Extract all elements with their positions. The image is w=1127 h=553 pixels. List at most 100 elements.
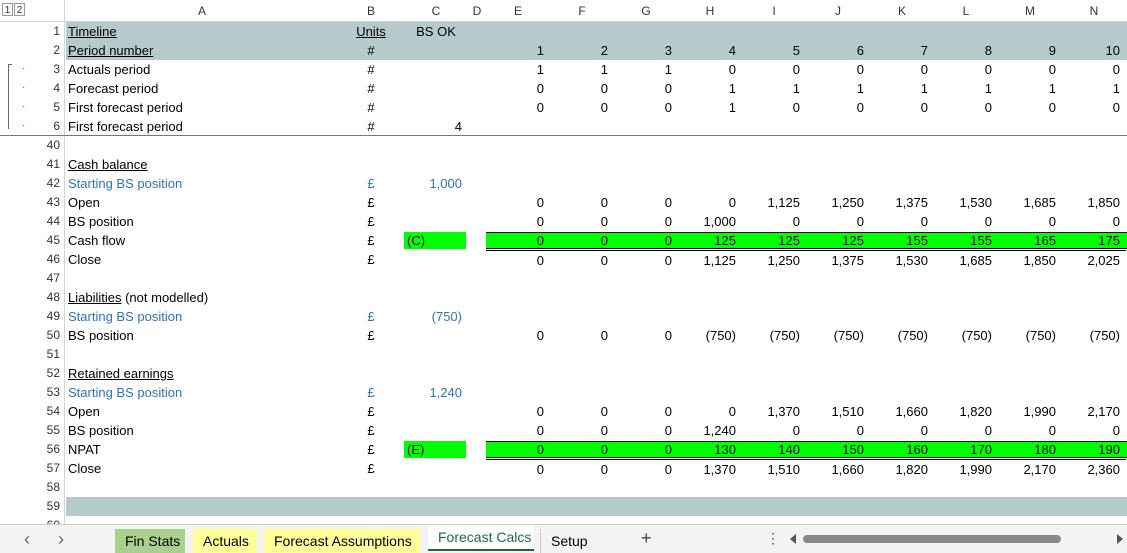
value-cell-g[interactable]: 0 — [664, 404, 672, 419]
value-cell-m[interactable]: 0 — [1048, 214, 1056, 229]
value-cell-n[interactable]: 1 — [1112, 81, 1120, 96]
value-cell-h[interactable]: 1,370 — [678, 459, 742, 478]
value-cell-e[interactable]: 0 — [536, 100, 544, 115]
row-header-53[interactable]: 53 — [46, 385, 60, 399]
outline-level-2-button[interactable]: 2 — [14, 3, 25, 16]
value-cell-m[interactable]: 165 — [1034, 233, 1056, 248]
value-cell-f[interactable]: 0 — [550, 250, 614, 269]
value-cell-g[interactable]: 0 — [664, 81, 672, 96]
value-cell-i[interactable]: 1,370 — [767, 404, 800, 419]
value-cell-m[interactable]: 1,990 — [1023, 404, 1056, 419]
column-header-h[interactable]: H — [705, 4, 715, 18]
sheet-tab-fin-stats[interactable]: Fin Stats — [115, 529, 185, 553]
row-label[interactable]: NPAT — [68, 440, 340, 459]
value-cell-m[interactable]: 1 — [1048, 81, 1056, 96]
value-cell-f[interactable]: 0 — [600, 423, 608, 438]
value-cell-k[interactable]: (750) — [897, 328, 928, 343]
value-cell-f[interactable]: 0 — [550, 459, 614, 478]
value-cell-m[interactable]: 0 — [1048, 423, 1056, 438]
value-cell-f[interactable]: 2 — [600, 43, 608, 58]
value-cell-i[interactable]: 0 — [792, 423, 800, 438]
col-c-cell[interactable]: (E) — [407, 442, 425, 457]
value-cell-e[interactable]: 0 — [536, 442, 544, 457]
value-cell-j[interactable]: 0 — [856, 100, 864, 115]
value-cell-k[interactable]: 0 — [920, 62, 928, 77]
row-header-52[interactable]: 52 — [46, 366, 60, 380]
value-cell-g[interactable]: 0 — [664, 214, 672, 229]
value-cell-k[interactable]: 1,530 — [870, 250, 934, 269]
value-cell-g[interactable]: 0 — [664, 328, 672, 343]
value-cell-i[interactable]: 1,250 — [742, 250, 806, 269]
value-cell-i[interactable]: 125 — [778, 233, 800, 248]
value-cell-m[interactable]: 9 — [1048, 43, 1056, 58]
units-cell[interactable]: £ — [367, 214, 375, 229]
row-header-48[interactable]: 48 — [46, 290, 60, 304]
col-c-cell[interactable]: 1,240 — [429, 385, 462, 400]
row-header-59[interactable]: 59 — [46, 499, 60, 513]
value-cell-i[interactable]: 0 — [792, 214, 800, 229]
value-cell-i[interactable]: 0 — [792, 100, 800, 115]
row-label[interactable]: Open — [68, 402, 340, 421]
value-cell-l[interactable]: 0 — [984, 100, 992, 115]
value-cell-i[interactable]: 0 — [792, 62, 800, 77]
value-cell-e[interactable]: 1 — [536, 62, 544, 77]
spreadsheet-grid[interactable]: 1 2 A B C D E F G H I J K L M N 1 Timeline Units BS OK 2 Peri… — [0, 0, 1127, 524]
value-cell-h[interactable]: 1,000 — [703, 214, 736, 229]
row-header-60[interactable]: 60 — [0, 516, 64, 524]
value-cell-m[interactable]: 0 — [1048, 100, 1056, 115]
units-cell[interactable]: £ — [367, 309, 375, 324]
row-header-41[interactable]: 41 — [46, 157, 60, 171]
value-cell-e[interactable]: 0 — [536, 404, 544, 419]
column-header-g[interactable]: G — [641, 4, 651, 18]
scroll-left-arrow-icon[interactable] — [790, 534, 796, 544]
value-cell-h[interactable]: 130 — [714, 442, 736, 457]
more-options-icon[interactable]: ⋮ — [766, 530, 780, 546]
value-cell-n[interactable]: 0 — [1112, 423, 1120, 438]
row-label[interactable]: Close — [68, 250, 340, 269]
row-header-54[interactable]: 54 — [46, 404, 60, 418]
column-header-e[interactable]: E — [513, 4, 522, 18]
value-cell-i[interactable]: 1 — [792, 81, 800, 96]
units-cell[interactable]: £ — [367, 423, 375, 438]
value-cell-k[interactable]: 7 — [920, 43, 928, 58]
row-label[interactable]: Retained earnings — [68, 364, 340, 383]
value-cell-f[interactable]: 1 — [600, 62, 608, 77]
row-label[interactable]: BS position — [68, 212, 340, 231]
value-cell-n[interactable]: (750) — [1089, 328, 1120, 343]
column-header-l[interactable]: L — [962, 4, 970, 18]
col-c-cell[interactable]: 1,000 — [429, 176, 462, 191]
value-cell-n[interactable]: 0 — [1112, 214, 1120, 229]
value-cell-h[interactable]: 0 — [728, 62, 736, 77]
value-cell-g[interactable]: 0 — [664, 233, 672, 248]
value-cell-i[interactable]: 1,125 — [767, 195, 800, 210]
value-cell-e[interactable]: 0 — [536, 214, 544, 229]
column-header-f[interactable]: F — [578, 4, 586, 18]
value-cell-g[interactable]: 3 — [664, 43, 672, 58]
value-cell-h[interactable]: 4 — [728, 43, 736, 58]
value-cell-n[interactable]: 0 — [1112, 62, 1120, 77]
value-cell-i[interactable]: 5 — [792, 43, 800, 58]
value-cell-l[interactable]: 1,820 — [959, 404, 992, 419]
row-label[interactable]: Close — [68, 459, 340, 478]
value-cell-l[interactable]: (750) — [961, 328, 992, 343]
row-header-1[interactable]: 1 — [53, 24, 60, 38]
value-cell-k[interactable]: 0 — [920, 214, 928, 229]
value-cell-g[interactable]: 0 — [614, 459, 678, 478]
value-cell-e[interactable]: 0 — [486, 459, 550, 478]
row-label[interactable]: Liabilities (not modelled) — [68, 288, 340, 307]
value-cell-l[interactable]: 1,685 — [934, 250, 998, 269]
units-cell[interactable]: £ — [367, 385, 375, 400]
row-label[interactable]: Cash balance — [68, 155, 340, 174]
value-cell-m[interactable]: 180 — [1034, 442, 1056, 457]
value-cell-j[interactable]: 125 — [842, 233, 864, 248]
value-cell-i[interactable]: 140 — [778, 442, 800, 457]
value-cell-e[interactable]: 0 — [536, 233, 544, 248]
units-cell[interactable]: # — [367, 119, 375, 134]
value-cell-h[interactable]: 0 — [728, 404, 736, 419]
value-cell-n[interactable]: 2,170 — [1087, 404, 1120, 419]
value-cell-n[interactable]: 1,850 — [1087, 195, 1120, 210]
value-cell-l[interactable]: 8 — [984, 43, 992, 58]
row-header-55[interactable]: 55 — [46, 423, 60, 437]
row-label[interactable]: BS position — [68, 326, 340, 345]
value-cell-k[interactable]: 0 — [920, 423, 928, 438]
